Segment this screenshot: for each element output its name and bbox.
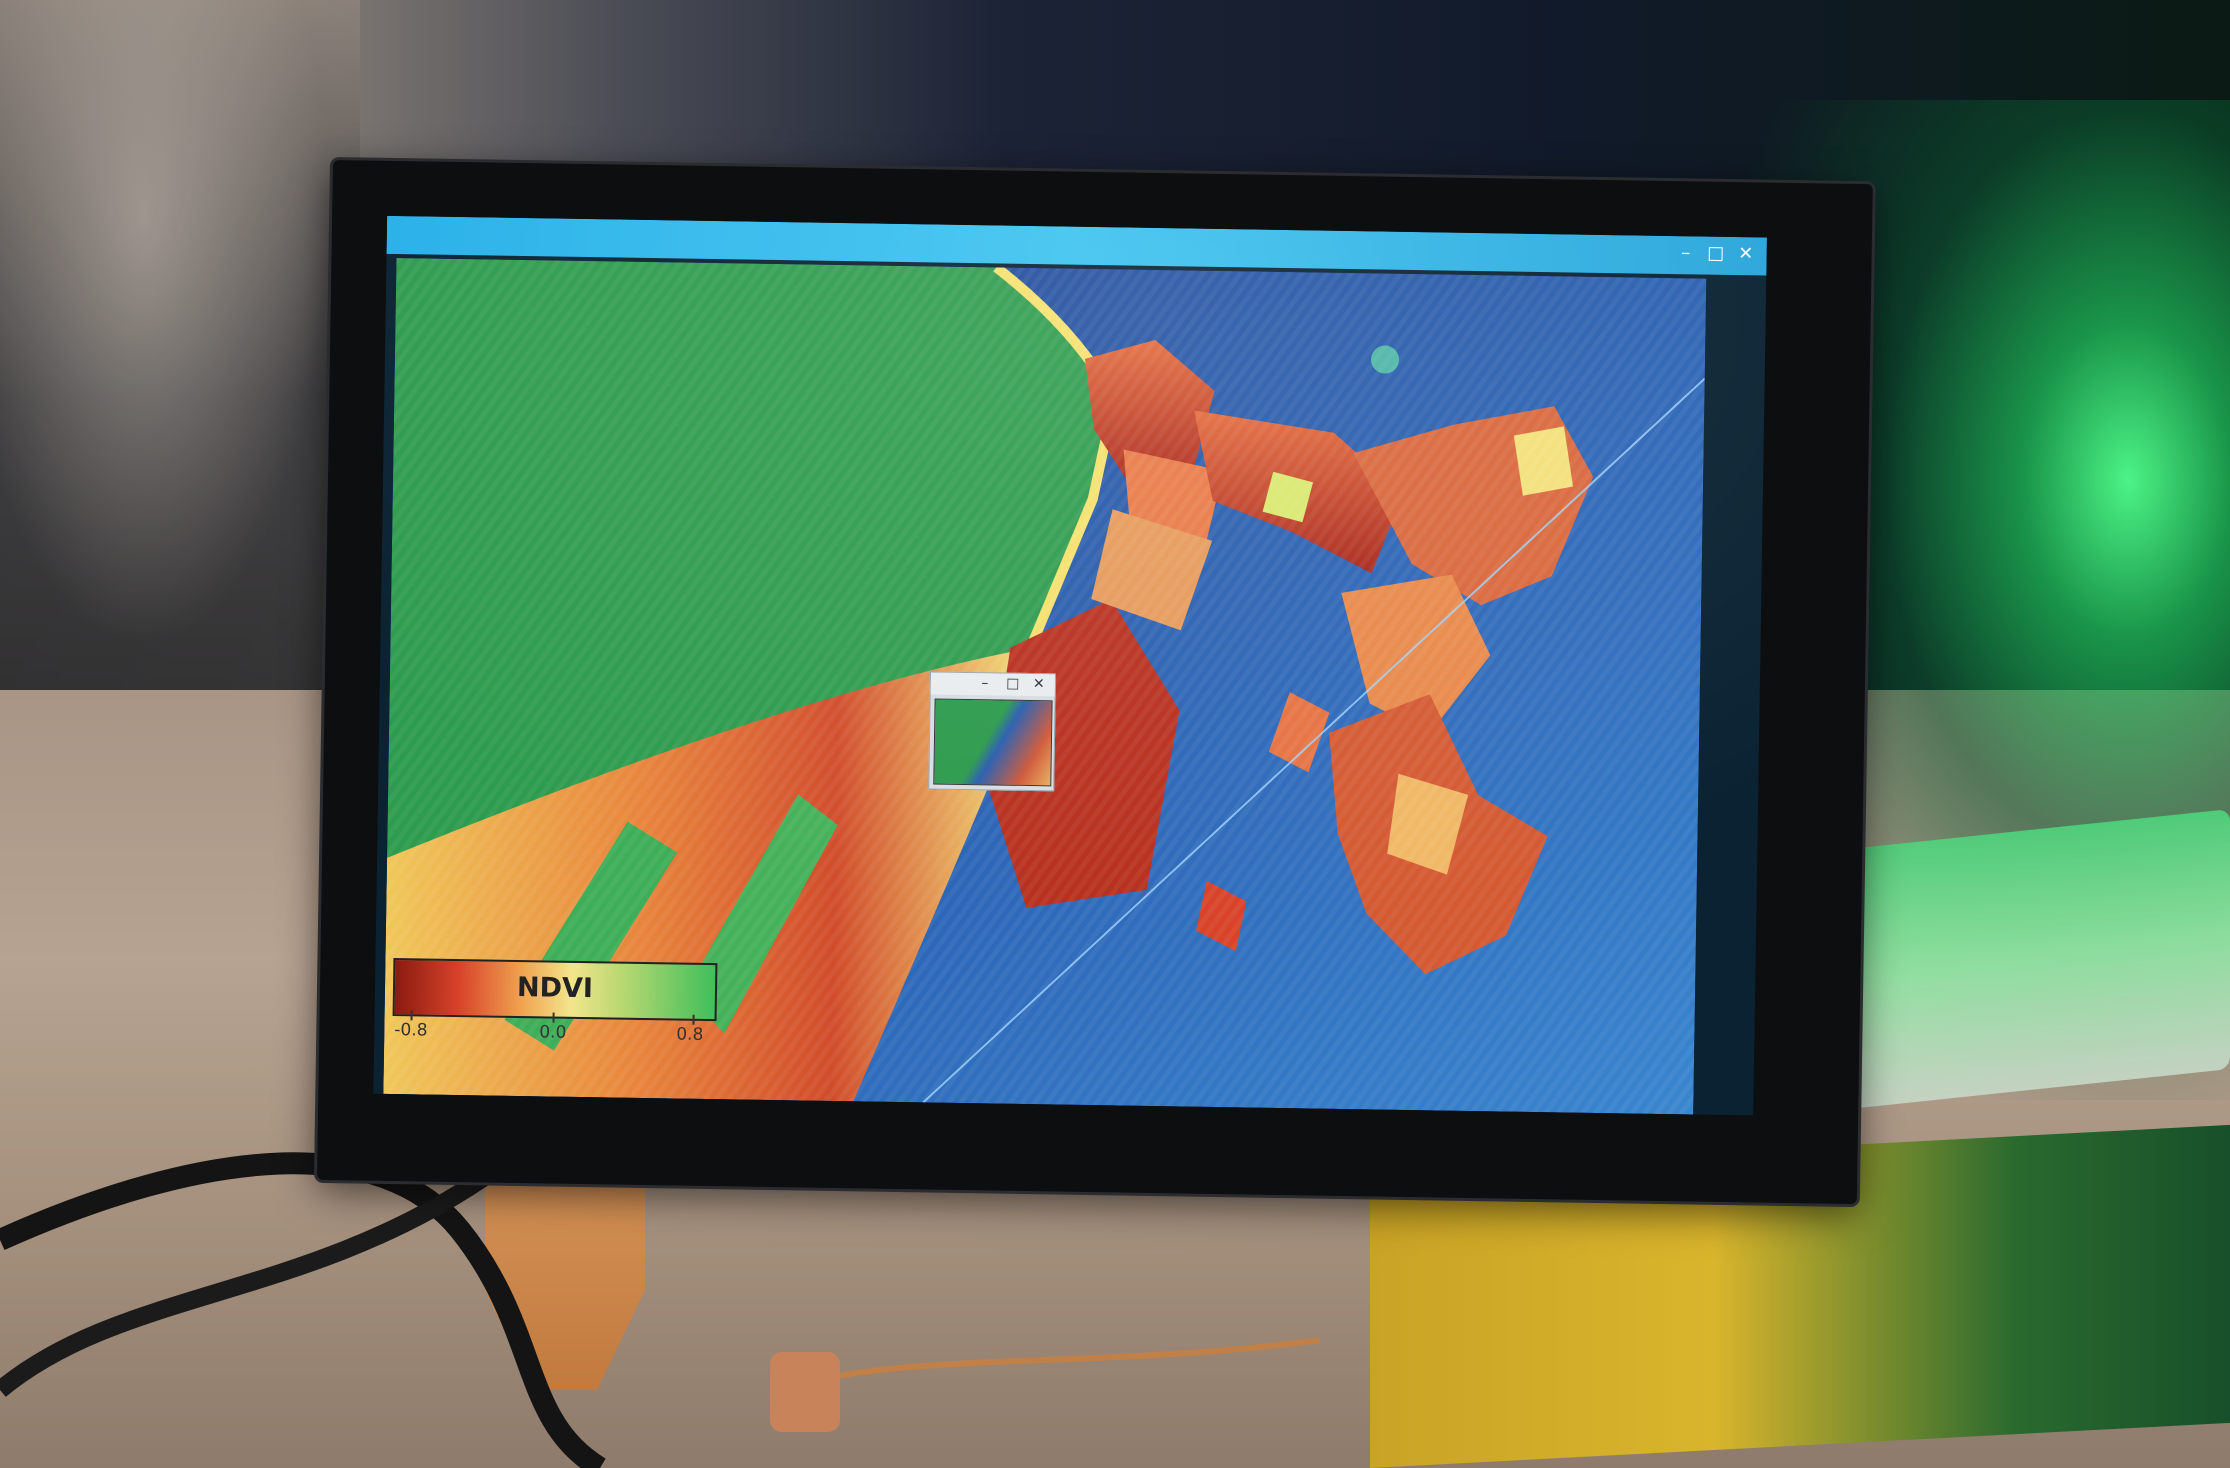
colorbar-tick-label: 0.8	[676, 1024, 704, 1045]
popup-minimize-icon[interactable]: –	[981, 675, 989, 692]
maximize-icon[interactable]: □	[1707, 242, 1725, 264]
colorbar-tick-mark	[410, 1010, 413, 1021]
ribbon-cable	[1830, 808, 2230, 1112]
popup-thumbnail-image	[933, 698, 1053, 787]
colorbar-tick-mark	[692, 1014, 695, 1025]
background-electronics-clutter	[0, 0, 360, 720]
preview-popup-window[interactable]: – □ ✕	[928, 671, 1057, 792]
lcd-display-bezel: – □ ✕	[316, 160, 1873, 1205]
lcd-screen: – □ ✕	[373, 215, 1767, 1116]
colorbar-label: NDVI	[516, 971, 594, 1005]
colorbar-tick-label: 0.0	[539, 1022, 567, 1043]
minimize-icon[interactable]: –	[1681, 242, 1691, 264]
close-icon[interactable]: ✕	[1737, 243, 1754, 265]
colorbar-tick-mark	[552, 1012, 555, 1023]
ndvi-image-view: NDVI -0.8 0.0 0.8 – □ ✕	[383, 258, 1707, 1115]
popup-maximize-icon[interactable]: □	[1006, 675, 1020, 692]
colorbar-tick-label: -0.8	[394, 1020, 428, 1041]
window-title	[927, 231, 1227, 260]
popup-titlebar[interactable]: – □ ✕	[930, 672, 1056, 697]
popup-close-icon[interactable]: ✕	[1032, 676, 1045, 693]
ndvi-colorbar: NDVI	[392, 958, 718, 1022]
